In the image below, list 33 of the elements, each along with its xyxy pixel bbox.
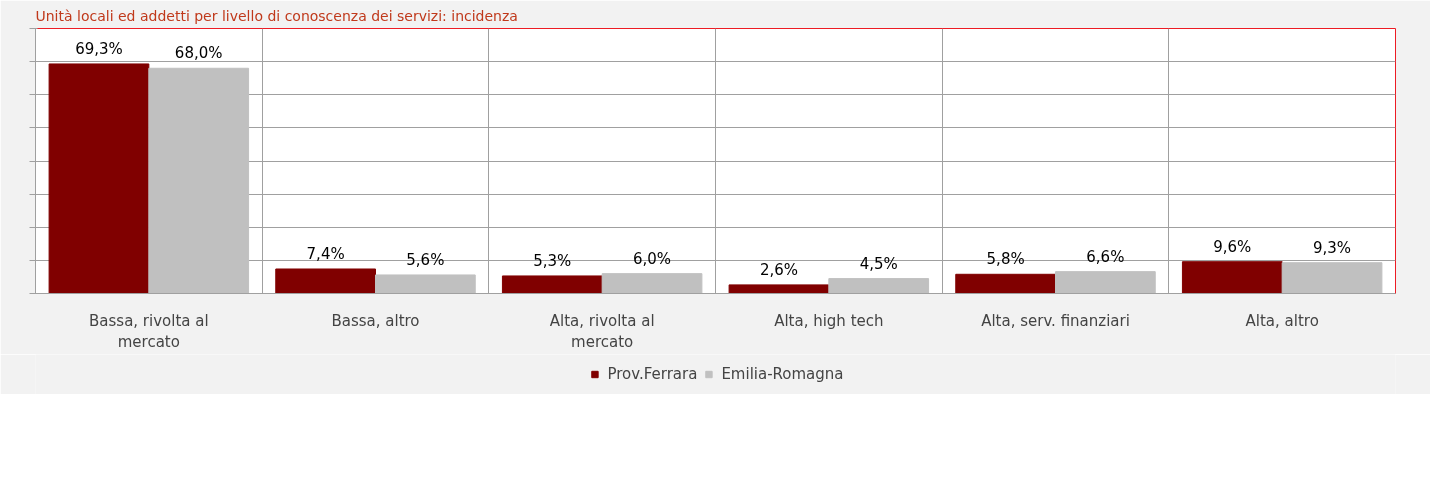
data-label: 5,6% — [406, 250, 445, 269]
bar — [375, 274, 476, 294]
data-label: 5,8% — [986, 250, 1025, 269]
bar — [501, 275, 603, 294]
bar — [148, 67, 250, 294]
bar — [601, 273, 703, 294]
bar — [1055, 271, 1156, 294]
bar — [728, 284, 830, 294]
data-label: 69,3% — [75, 39, 123, 58]
x-tick-label: Alta, altro — [1245, 311, 1319, 330]
data-label: 2,6% — [759, 260, 799, 279]
data-label: 9,6% — [1213, 237, 1252, 256]
x-tick-label: Bassa, rivolta al mercato — [89, 311, 209, 352]
data-label: 68,0% — [174, 44, 223, 63]
bar — [275, 268, 376, 294]
data-label: 7,4% — [306, 244, 345, 263]
x-tick-label: Alta, serv. finanziari — [981, 311, 1130, 330]
legend-label: Emilia-Romagna — [721, 365, 844, 383]
data-label: 5,3% — [533, 251, 572, 270]
bar — [1181, 261, 1283, 294]
chart-title: Unità locali ed addetti per livello di conoscenza dei servizi: incidenza — [35, 7, 518, 24]
x-tick-label: Alta, high tech — [774, 311, 884, 330]
x-tick-label: Bassa, altro — [331, 311, 420, 330]
bar — [1281, 262, 1383, 294]
bar — [48, 63, 150, 294]
data-label: 6,0% — [632, 249, 672, 268]
bar — [828, 278, 930, 294]
data-label: 4,5% — [859, 254, 898, 273]
data-label: 6,6% — [1086, 247, 1125, 266]
bar — [955, 273, 1056, 294]
x-tick-label: Alta, rivolta al mercato — [549, 311, 655, 352]
legend-label: Prov.Ferrara — [607, 365, 698, 383]
data-label: 9,3% — [1312, 238, 1352, 257]
